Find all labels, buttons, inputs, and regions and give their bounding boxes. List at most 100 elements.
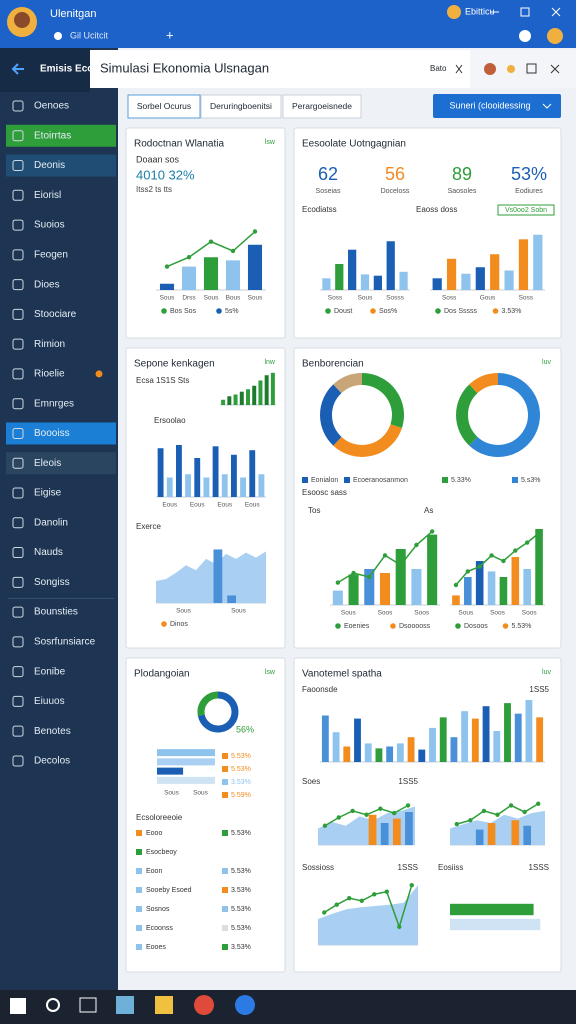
row-label: Sooeby Esoed	[146, 887, 192, 894]
donut-segment	[333, 423, 402, 457]
line-point	[513, 548, 518, 553]
row-swatch	[222, 925, 228, 931]
app-icon[interactable]	[194, 995, 214, 1015]
menu-item[interactable]: Suoios	[34, 220, 65, 231]
tool-icon[interactable]	[484, 63, 496, 75]
tab[interactable]	[200, 94, 282, 119]
legend-swatch	[492, 308, 499, 314]
menu-item[interactable]: Rioelie	[34, 369, 65, 380]
menu-icon	[12, 100, 24, 112]
bar	[395, 549, 406, 605]
menu-item[interactable]: Danolin	[34, 517, 68, 528]
chart: Soss Gous Soss Dos Sssss 3.53%	[430, 234, 545, 315]
search-button[interactable]	[46, 998, 60, 1012]
close-page[interactable]	[455, 64, 463, 74]
menu-item[interactable]: Emnrges	[34, 398, 74, 409]
task-view[interactable]	[79, 997, 97, 1013]
line-point	[372, 892, 377, 897]
close[interactable]	[551, 7, 561, 17]
bar	[157, 448, 164, 497]
toolbar-icon[interactable]	[519, 30, 531, 42]
line-point	[359, 898, 364, 903]
line-point	[347, 896, 352, 901]
menu-item[interactable]: Deonis	[34, 160, 65, 171]
bar	[450, 918, 541, 931]
card-title: Rodoctnan Wlanatia	[134, 139, 224, 150]
tool-icon[interactable]	[526, 63, 537, 74]
bar	[203, 477, 210, 497]
legend-swatch	[344, 477, 350, 483]
menu-item[interactable]: Songiss	[34, 577, 70, 588]
menu-item[interactable]: Eigise	[34, 488, 62, 499]
new-tab[interactable]: +	[166, 27, 174, 42]
menu-item[interactable]: Eleois	[34, 458, 61, 469]
bar	[221, 399, 226, 405]
row-swatch	[136, 906, 142, 912]
menu-icon	[12, 517, 24, 529]
tab-title[interactable]: Gil Ucitcit	[70, 30, 108, 40]
chart: Eous Eous Eous Eous	[156, 445, 266, 509]
badge: lsw	[265, 669, 276, 676]
bar	[157, 767, 184, 775]
title-bar	[0, 0, 576, 48]
tab[interactable]	[127, 94, 201, 119]
menu-item[interactable]: Eiorisl	[34, 190, 61, 201]
line-point	[378, 806, 383, 811]
menu-item[interactable]: Feogen	[34, 249, 68, 260]
bar	[525, 700, 533, 762]
app-icon[interactable]	[235, 995, 255, 1015]
app-icon[interactable]	[116, 996, 134, 1014]
maximize[interactable]	[520, 7, 530, 17]
menu-item[interactable]: Benotes	[34, 726, 71, 737]
donut-segment	[469, 373, 540, 457]
card-text: Soes	[302, 777, 320, 786]
menu-item[interactable]: Eiuuos	[34, 696, 65, 707]
tab[interactable]	[282, 94, 362, 119]
bar	[364, 743, 372, 762]
menu-item[interactable]: Boooiss	[34, 428, 70, 439]
legend-swatch	[442, 477, 448, 483]
action-button[interactable]	[433, 94, 561, 118]
bar	[511, 820, 520, 845]
line-point	[522, 809, 527, 815]
bar	[332, 732, 340, 762]
bar	[354, 718, 361, 762]
bar	[364, 569, 375, 605]
menu-icon	[12, 338, 24, 350]
legend-swatch	[222, 779, 228, 785]
tool-icon[interactable]	[507, 65, 515, 73]
menu-item[interactable]: Dioes	[34, 279, 60, 290]
bar	[504, 270, 514, 290]
bar	[411, 569, 422, 605]
back-button[interactable]	[11, 63, 24, 75]
menu-item[interactable]: Stoociare	[34, 309, 77, 320]
menu-item[interactable]: Decolos	[34, 756, 70, 767]
start-button[interactable]	[10, 998, 26, 1014]
profile-icon[interactable]	[547, 28, 563, 44]
line-point	[186, 255, 192, 260]
user-avatar[interactable]	[447, 5, 461, 19]
bar	[159, 283, 175, 290]
menu-item[interactable]: Eonibe	[34, 666, 66, 677]
menu-item[interactable]: Etoirrtas	[34, 130, 71, 141]
menu-item[interactable]: Nauds	[34, 547, 63, 558]
app-icon[interactable]	[155, 996, 173, 1014]
x-tick-label: Gous	[480, 295, 496, 302]
row-value: 3.53%	[231, 887, 251, 894]
app-title: Ulenitgan	[50, 8, 96, 20]
x-tick-label: Soos	[414, 610, 430, 617]
x-tick-label: Eous	[217, 502, 233, 509]
line-point	[364, 812, 369, 817]
stat-value: 89	[452, 164, 472, 184]
menu-icon	[12, 308, 24, 320]
chart	[450, 903, 541, 931]
bar	[511, 557, 520, 605]
close-panel[interactable]	[550, 64, 560, 74]
bar	[225, 260, 241, 290]
menu-item[interactable]: Rimion	[34, 339, 65, 350]
x-tick-label: Sous	[160, 295, 176, 302]
menu-item[interactable]: Oenoes	[34, 101, 69, 112]
line-point	[524, 540, 530, 545]
menu-item[interactable]: Bounsties	[34, 607, 78, 618]
menu-item[interactable]: Sosrfunsiarce	[34, 637, 96, 648]
